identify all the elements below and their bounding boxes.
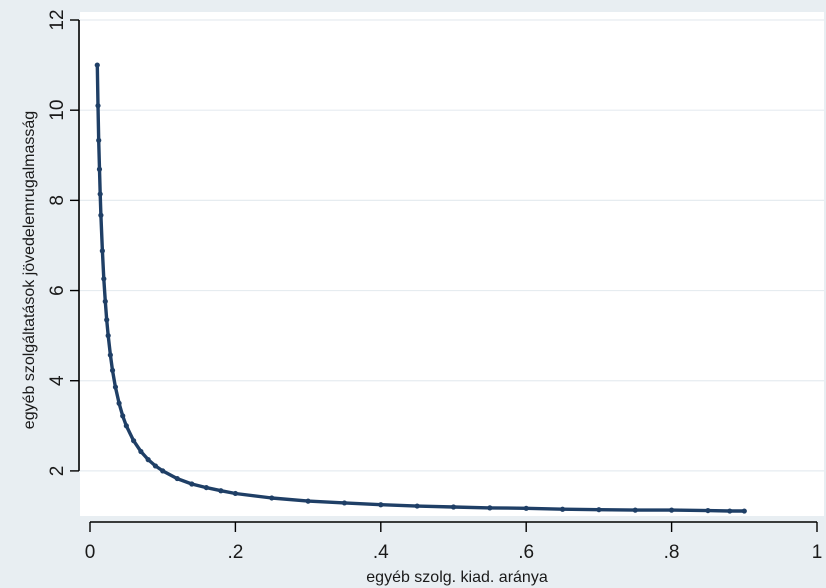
data-point xyxy=(189,481,195,487)
data-point xyxy=(559,506,566,512)
y-tick-label: 10 xyxy=(47,100,68,121)
x-axis-title: egyéb szolg. kiad. aránya xyxy=(366,569,548,586)
data-point xyxy=(378,502,384,508)
grid-lines xyxy=(80,19,824,472)
data-point xyxy=(727,508,733,514)
y-tick-label: 2 xyxy=(47,466,68,477)
data-point xyxy=(131,438,137,444)
data-point xyxy=(123,423,129,429)
data-point xyxy=(107,352,113,358)
y-tick-label: 6 xyxy=(47,285,68,296)
data-point xyxy=(145,457,151,463)
data-point xyxy=(450,504,457,510)
data-point xyxy=(96,166,103,172)
data-point xyxy=(523,505,529,511)
data-point xyxy=(102,298,108,304)
data-point xyxy=(99,248,105,254)
x-tick-label: 0 xyxy=(85,542,96,563)
data-point xyxy=(705,507,711,514)
x-tick-label: .6 xyxy=(518,542,534,563)
data-point xyxy=(101,276,107,282)
data-point xyxy=(152,463,159,469)
x-tick-label: 1 xyxy=(812,542,823,563)
x-tick-label: .4 xyxy=(373,542,389,563)
data-point xyxy=(174,475,180,482)
y-tick-labels: 2 4 6 8 10 12 xyxy=(47,9,68,476)
data-points xyxy=(94,62,747,514)
data-point xyxy=(138,448,144,455)
x-tick-label: .8 xyxy=(664,542,680,563)
data-point xyxy=(104,317,110,323)
x-tick-label: .2 xyxy=(227,542,243,563)
data-point xyxy=(632,507,638,513)
data-point xyxy=(116,400,122,406)
data-point xyxy=(98,212,104,218)
x-tick-labels: 0 .2 .4 .6 .8 1 xyxy=(85,542,823,563)
data-point xyxy=(596,507,602,513)
series-trace xyxy=(95,63,746,513)
data-point xyxy=(487,505,493,511)
data-point xyxy=(109,367,116,373)
data-point xyxy=(112,384,119,390)
y-axis-title: egyéb szolgáltatások jövedelemrugalmassá… xyxy=(21,111,38,429)
data-point xyxy=(414,503,420,509)
data-point xyxy=(203,484,209,491)
data-point xyxy=(120,413,126,419)
data-point xyxy=(269,495,275,501)
data-point xyxy=(160,468,166,474)
y-tick-label: 12 xyxy=(47,9,68,30)
data-point xyxy=(341,500,348,506)
data-point xyxy=(96,137,102,143)
y-tick-label: 8 xyxy=(47,195,68,206)
data-point xyxy=(94,62,100,68)
data-point xyxy=(305,498,311,504)
data-point xyxy=(218,488,224,494)
data-point xyxy=(97,191,103,197)
y-tick-label: 4 xyxy=(47,375,68,386)
axes xyxy=(70,19,818,532)
plot-area-background xyxy=(80,12,824,516)
data-point xyxy=(105,333,111,339)
data-point xyxy=(669,507,675,513)
data-point xyxy=(95,103,101,109)
data-point xyxy=(232,490,238,497)
data-point xyxy=(741,508,747,514)
